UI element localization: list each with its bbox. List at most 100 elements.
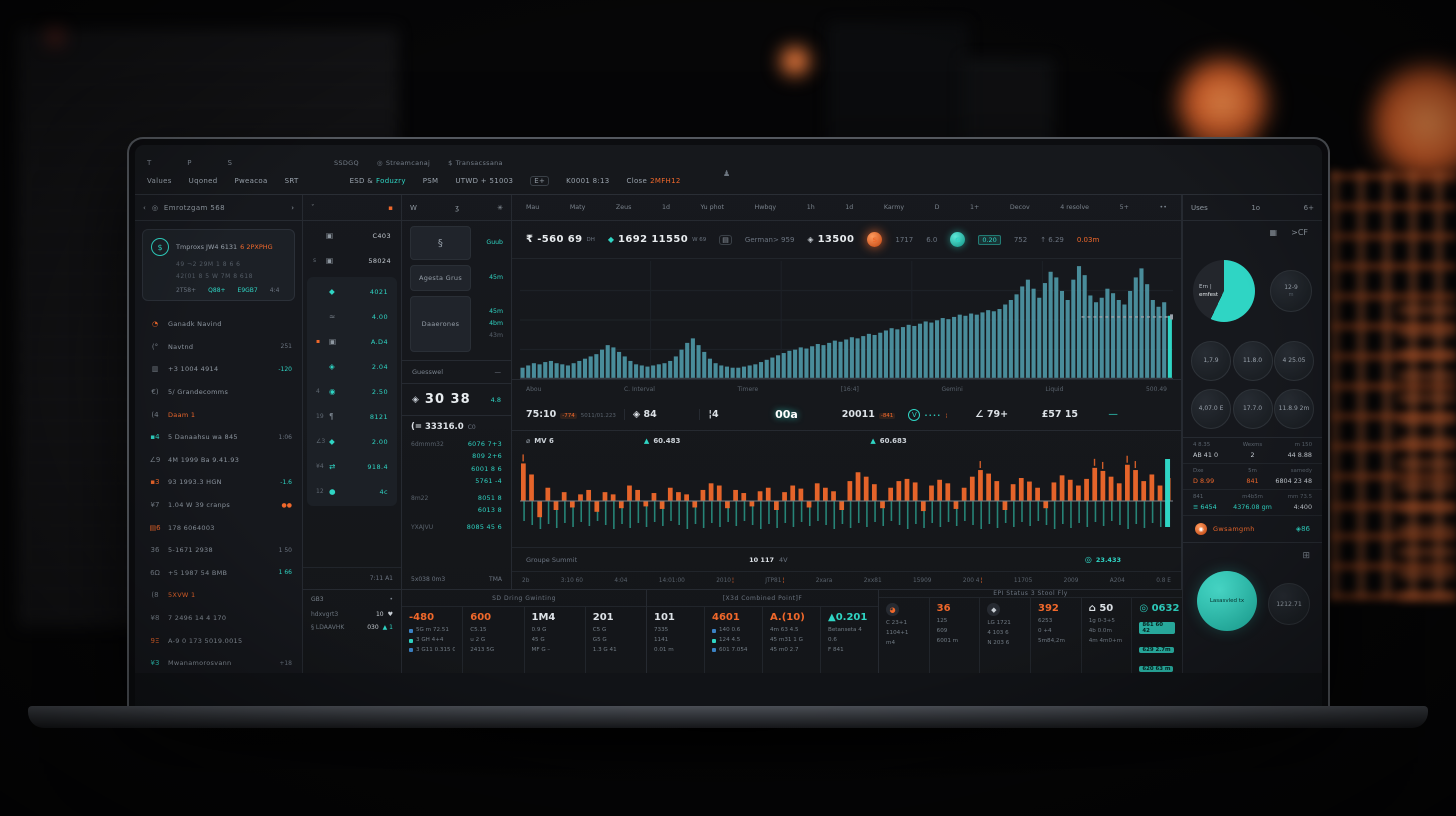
chevron-right-icon[interactable]: › (291, 203, 294, 212)
amount-box[interactable]: Daaerones (410, 296, 471, 352)
panel-0-col-0[interactable]: -480 5G m 72.51 3 GH 4+4 3 G11 0.315 G (402, 607, 464, 673)
topbar-center-item-2[interactable]: $ Transacssana (448, 159, 503, 167)
sidebar-item-14[interactable]: 9Ξ A-9 0 173 5019.0015 (135, 629, 302, 652)
nav-item-5[interactable]: PSM (423, 177, 439, 185)
watchlist-row-2[interactable]: ▪ ▣ A.D4 (311, 329, 393, 354)
topbar-center-item-1[interactable]: ◎ Streamcanaj (377, 159, 430, 167)
nav-item-1[interactable]: Uqoned (189, 177, 218, 185)
sidebar-item-8[interactable]: ¥7 1.04 W 39 cranps ●● (135, 494, 302, 517)
chart-tool-12[interactable]: 4 resolve (1060, 204, 1090, 211)
pair-selector[interactable]: § (410, 226, 471, 260)
sidebar-item-7[interactable]: ▪3 93 1993.3 HGN -1.6 (135, 471, 302, 494)
allocation-pie-chart[interactable]: Ern | emfest (1193, 260, 1255, 322)
primary-action-bubble[interactable]: Lasasvled tx (1197, 571, 1257, 631)
account-footer-stat-0[interactable]: 2T58+ (176, 287, 197, 294)
topbar-glyph-0[interactable]: T (147, 159, 152, 167)
account-card[interactable]: $ Tmproxs JW4 6131 6 2PXPHG 49 ¬2 29M 1 8… (142, 229, 295, 301)
sidebar-item-13[interactable]: ¥8 7 2496 14 4 170 (135, 607, 302, 630)
panel-0-col-3[interactable]: 201 C5 G G5 G 1.3 G 41 (586, 607, 646, 673)
stat-cell-4[interactable]: 20011 -841 (842, 409, 901, 420)
chart-tool-3[interactable]: 1d (661, 204, 670, 211)
panel-0-col-2[interactable]: 1M4 0.9 G 45 G MF G – (525, 607, 586, 673)
volume-delta-chart[interactable] (520, 451, 1173, 547)
watchlist-row-1[interactable]: ≈4.00 (311, 304, 393, 329)
sidebar-item-15[interactable]: ¥3 Mwanamorosvann +18 (135, 652, 302, 673)
sidebar-item-5[interactable]: ▪4 5 Danaahsu wa 845 1:06 (135, 426, 302, 449)
panel-0-col-1[interactable]: 600 C5.15 u 2 G 2413 5G (463, 607, 525, 673)
chart-tool-9[interactable]: D (934, 204, 940, 211)
panel-1-col-3[interactable]: ▲0.201 Betanseta 4 0.6 F 841 (821, 607, 878, 673)
rightbar-tab-uses[interactable]: Uses (1191, 203, 1208, 212)
stat-bubble-top[interactable]: 12-9 m (1270, 270, 1312, 312)
watchlist-row-7[interactable]: ¥4 ⇄ 918.4 (311, 454, 393, 479)
nav-item-3[interactable]: SRT (285, 177, 299, 185)
watchlist-row-top-0[interactable]: ▣ C403 (303, 223, 401, 248)
table-row-0[interactable]: 4 8.35 AB 41 0 Wexms 2 m 150 44 8.88 (1183, 438, 1322, 464)
panel-1-col-1[interactable]: 4601 140 0.6 124 4.5 601 7.054 (705, 607, 763, 673)
nav-item-2[interactable]: Pweacoa (235, 177, 268, 185)
table-row-2[interactable]: 841 ≡ 6454 m4b5m 4376.08 gm mm 73.5 4:400 (1183, 490, 1322, 516)
sidebar-item-1[interactable]: (° Navtnd 251 (135, 336, 302, 359)
price-histogram-chart[interactable] (520, 261, 1173, 379)
topbar-glyph-1[interactable]: P (187, 159, 192, 167)
price-chip-2[interactable]: ▤ (719, 234, 732, 245)
price-chip-8[interactable]: G (950, 232, 966, 247)
panel-2-col-3[interactable]: 392 6253 0 +4 5m84,2m (1031, 598, 1082, 679)
book-price-1-1[interactable]: 6013 8 (477, 506, 502, 515)
price-chip-12[interactable]: 0.03m (1077, 236, 1099, 244)
panel-2-col-5[interactable]: ◎ 0632 861 60 42 629 2.7m 620 63 m (1132, 598, 1182, 679)
panel-2-col-2[interactable]: ◆ LG 1721 4 103 6 N 203 6 (980, 598, 1032, 679)
nav-item-8[interactable]: K0001 8:13 (566, 177, 609, 185)
price-chip-4[interactable]: ◈ 13500 (807, 234, 854, 245)
chart-tool-11[interactable]: Decov (1009, 204, 1030, 211)
panel-2-col-0[interactable]: ◕ C 23+1 1104+1 m4 (879, 598, 930, 679)
stat-bubble-1-0[interactable]: 4,07.0 E (1191, 389, 1231, 429)
chart-tool-7[interactable]: 1d (845, 204, 854, 211)
trade-divider-row[interactable]: Guesswel — (402, 360, 511, 384)
chart-tool-4[interactable]: Yu phot (700, 204, 724, 211)
stat-bubble-0-0[interactable]: 1,7.9 (1191, 341, 1231, 381)
stat-cell-3[interactable]: 00a (775, 408, 834, 421)
stat-cell-6[interactable]: ∠ 79+ (975, 409, 1034, 420)
panel-1-col-0[interactable]: 101 7335 1141 0.01 m (647, 607, 705, 673)
gb3-row-0[interactable]: hdxvgrt3 10 ♥ (311, 611, 393, 618)
stat-cell-1[interactable]: ◈ 84 (623, 409, 692, 420)
account-footer-stat-3[interactable]: 4:4 (269, 287, 280, 294)
panel-2-col-4[interactable]: ⌂ 50 1g 0-3+5 4b 0.0m 4m 4m0+m (1082, 598, 1133, 679)
book-price-2-0[interactable]: 8085 45 6 (466, 522, 502, 531)
price-chip-5[interactable]: S (867, 232, 883, 247)
order-type-button[interactable]: Agesta Grus (410, 265, 471, 291)
nav-item-0[interactable]: Values (147, 177, 172, 185)
monitor-icon[interactable]: ⊞ (1302, 551, 1310, 561)
stat-cell-7[interactable]: £57 15 (1042, 409, 1101, 420)
stat-cell-0[interactable]: 75:10 -774 5011/01.223 (526, 409, 616, 420)
stat-bubble-1-2[interactable]: 11.8.9 2m (1274, 389, 1314, 429)
account-footer-stat-2[interactable]: E9GB7 (237, 287, 258, 294)
volume-chart-area[interactable] (512, 451, 1181, 547)
rightbar-tab-mid[interactable]: 1o (1251, 203, 1261, 212)
book-price-0-1[interactable]: 809 2+6 (472, 452, 502, 461)
chart-tool-8[interactable]: Karmy (883, 204, 905, 211)
book-price-0-2[interactable]: 6001 8 6 (471, 464, 502, 473)
nav-item-6[interactable]: UTWD + 51003 (455, 177, 513, 185)
gb3-dot-icon[interactable]: • (389, 596, 393, 603)
sidebar-item-6[interactable]: ∠9 4M 1999 Ba 9.41.93 (135, 449, 302, 472)
stat-bubble-0-2[interactable]: 4 25.05 (1274, 341, 1314, 381)
price-chip-3[interactable]: German> 959 (745, 236, 794, 244)
price-chip-0[interactable]: ₹ -560 69 DH (526, 234, 595, 245)
price-chip-6[interactable]: 1717 (895, 236, 913, 244)
sidebar-item-4[interactable]: (4 Daam 1 (135, 403, 302, 426)
book-footer-right[interactable]: TMA (489, 576, 502, 583)
price-chip-11[interactable]: ↑ 6.29 (1040, 236, 1064, 244)
watchlist-row-5[interactable]: 19 ¶ 8121 (311, 404, 393, 429)
trade-settings-icon[interactable]: ✳ (497, 203, 503, 212)
topbar-glyph-2[interactable]: S (227, 159, 232, 167)
trade-tab-icon[interactable]: W (410, 203, 417, 212)
sidebar-item-10[interactable]: 36 5-1671 2938 1 50 (135, 539, 302, 562)
watchlist-filter-icon[interactable]: ▪ (388, 203, 393, 212)
price-chip-1[interactable]: ◆ 1692 11550 W 69 (608, 234, 706, 245)
grid-view-icon[interactable]: ▦ (1269, 227, 1278, 237)
topbar-center-item-0[interactable]: SSDGQ (334, 159, 359, 167)
panel-2-col-1[interactable]: 36 125 609 6001 m (930, 598, 981, 679)
book-price-1-0[interactable]: 8051 8 (477, 493, 502, 502)
